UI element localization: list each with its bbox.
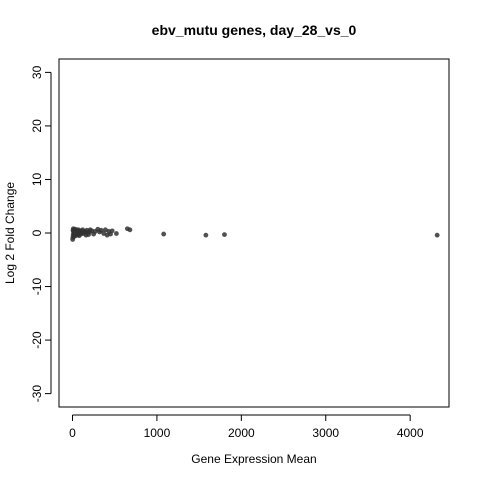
- data-point: [114, 231, 119, 236]
- data-point: [203, 232, 209, 238]
- x-axis: 0 1000 2000 3000 4000: [69, 414, 424, 440]
- x-tick-label: 1000: [144, 426, 171, 440]
- y-axis-label: Log 2 Fold Change: [3, 182, 17, 284]
- x-tick-label: 0: [69, 426, 76, 440]
- plot-area-frame: [58, 58, 450, 408]
- y-tick-label: 10: [30, 172, 44, 186]
- y-tick-label: -10: [30, 278, 44, 296]
- x-tick-label: 2000: [228, 426, 255, 440]
- x-tick-label: 4000: [397, 426, 424, 440]
- y-tick-label: -30: [30, 385, 44, 403]
- data-point: [222, 232, 227, 238]
- y-tick-label: 30: [30, 65, 44, 79]
- data-point: [127, 227, 133, 233]
- y-axis: -30 -20 -10 0 10 20 30: [30, 65, 52, 403]
- y-tick-label: -20: [30, 331, 44, 349]
- data-point: [98, 227, 104, 233]
- data-point: [434, 232, 440, 238]
- y-tick-label: 20: [30, 119, 44, 133]
- x-tick-label: 3000: [312, 426, 339, 440]
- y-tick-label: 0: [30, 229, 44, 236]
- x-axis-label: Gene Expression Mean: [191, 452, 316, 466]
- data-point: [161, 231, 167, 237]
- data-points: [70, 226, 440, 242]
- chart-title: ebv_mutu genes, day_28_vs_0: [152, 22, 357, 38]
- data-point: [109, 228, 115, 234]
